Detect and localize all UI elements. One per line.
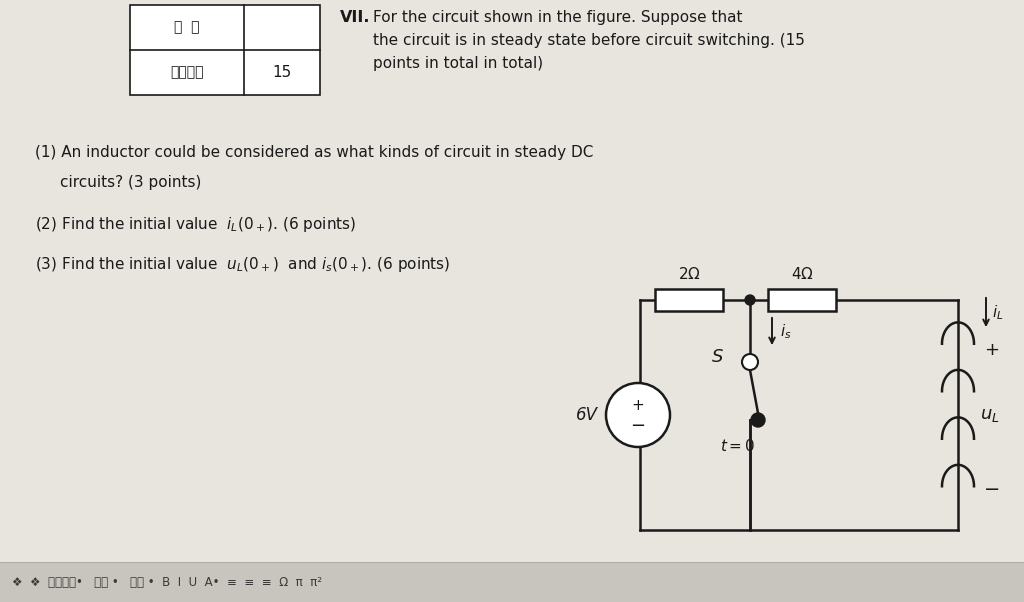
Circle shape — [751, 413, 765, 427]
Text: +: + — [632, 397, 644, 412]
Bar — [655, 289, 723, 311]
Bar — [130, 5, 319, 95]
Text: +: + — [984, 341, 999, 359]
Text: For the circuit shown in the figure. Suppose that
the circuit is in steady state: For the circuit shown in the figure. Sup… — [373, 10, 805, 70]
Text: $i_s$: $i_s$ — [780, 322, 792, 341]
Text: 15: 15 — [272, 65, 292, 80]
Text: $i_L$: $i_L$ — [992, 303, 1004, 322]
Text: (2) Find the initial value  $i_L(0_+)$. (6 points): (2) Find the initial value $i_L(0_+)$. (… — [35, 215, 356, 234]
Circle shape — [742, 354, 758, 370]
Text: 2$\Omega$: 2$\Omega$ — [678, 266, 700, 282]
Text: (3) Find the initial value  $u_L(0_+)$  and $i_s(0_+)$. (6 points): (3) Find the initial value $u_L(0_+)$ an… — [35, 255, 451, 274]
Bar — [768, 289, 836, 311]
Text: $t=0$: $t=0$ — [720, 438, 756, 454]
Text: ❖  ❖  段落格式•   字体 •   字号 •  B  I  U  A•  ≡  ≡  ≡  Ω  π  π²: ❖ ❖ 段落格式• 字体 • 字号 • B I U A• ≡ ≡ ≡ Ω π π… — [12, 576, 322, 589]
Text: 本题分数: 本题分数 — [170, 66, 204, 79]
Circle shape — [745, 295, 755, 305]
Circle shape — [606, 383, 670, 447]
Text: −: − — [631, 417, 645, 435]
Text: 6V: 6V — [575, 406, 598, 424]
Text: circuits? (3 points): circuits? (3 points) — [60, 175, 202, 190]
Text: 4$\Omega$: 4$\Omega$ — [791, 266, 813, 282]
Text: (1) An inductor could be considered as what kinds of circuit in steady DC: (1) An inductor could be considered as w… — [35, 145, 593, 160]
Text: $u_L$: $u_L$ — [980, 406, 999, 424]
Text: S: S — [713, 348, 724, 366]
Text: VII.: VII. — [340, 10, 371, 25]
Text: −: − — [984, 480, 1000, 500]
Text: 得  分: 得 分 — [174, 20, 200, 34]
Bar — [0, 562, 1024, 602]
